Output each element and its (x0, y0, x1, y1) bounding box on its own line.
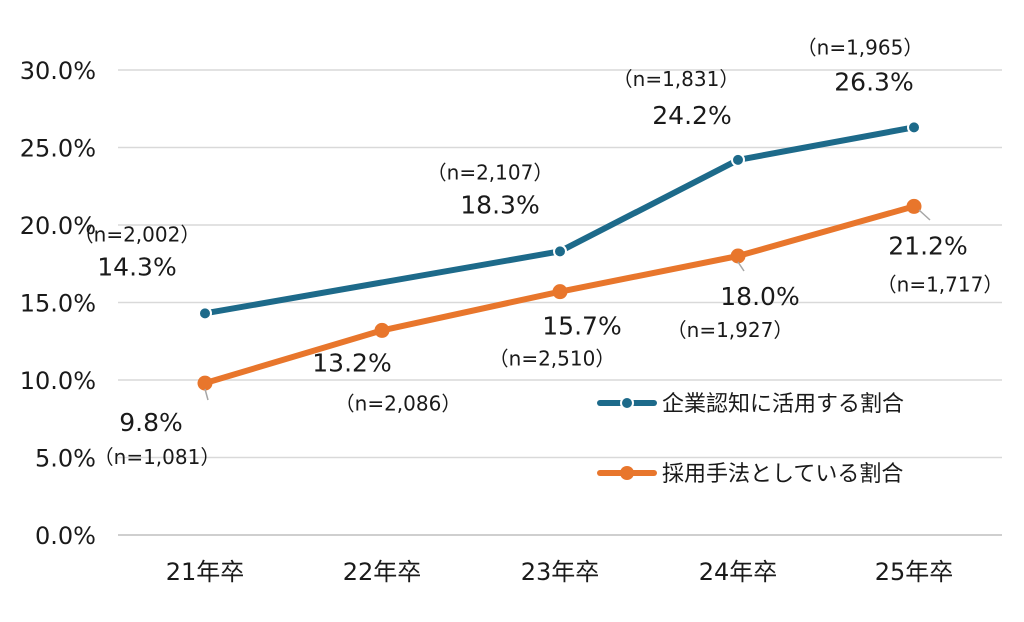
data-point (553, 244, 567, 259)
sample-size-label: （n=1,927） (667, 318, 794, 342)
sample-size-label: （n=2,086） (335, 391, 462, 415)
legend-label-awareness: 企業認知に活用する割合 (662, 392, 904, 417)
legend-swatch-awareness-marker (620, 396, 634, 410)
value-label: 18.0% (720, 282, 799, 311)
sample-size-label: （n=1,717） (877, 272, 1004, 296)
sample-size-label: （n=2,107） (427, 160, 554, 184)
sample-size-label: （n=1,965） (797, 35, 924, 59)
value-label: 14.3% (97, 252, 176, 281)
value-label: 21.2% (888, 231, 967, 260)
label-leader-line (204, 388, 209, 401)
legend-label-recruiting: 採用手法としている割合 (662, 462, 903, 487)
data-point (198, 306, 212, 321)
x-tick-label: 23年卒 (521, 558, 600, 586)
value-label: 9.8% (119, 408, 183, 437)
sample-size-label: （n=1,081） (94, 445, 221, 469)
value-label: 15.7% (542, 312, 621, 341)
y-tick-label: 10.0% (20, 367, 96, 395)
y-tick-label: 0.0% (35, 522, 96, 550)
label-leader-line (918, 209, 931, 221)
legend-item-recruiting: 採用手法としている割合 (597, 462, 903, 487)
x-tick-label: 25年卒 (875, 558, 954, 586)
value-label: 26.3% (834, 67, 913, 96)
data-labels: 14.3% （n=2,002） 18.3% （n=2,107） 24.2% （n=1,83… (74, 35, 1004, 469)
legend: 企業認知に活用する割合 採用手法としている割合 (597, 392, 904, 487)
y-tick-label: 5.0% (35, 445, 96, 473)
sample-size-label: （n=2,002） (74, 222, 201, 246)
x-tick-label: 22年卒 (343, 558, 422, 586)
data-point (374, 322, 390, 338)
series-line-0 (202, 124, 917, 317)
value-label: 24.2% (652, 101, 731, 130)
value-label: 13.2% (312, 348, 391, 377)
legend-item-awareness: 企業認知に活用する割合 (597, 392, 904, 417)
sample-size-label: （n=2,510） (489, 347, 616, 371)
series-lines (197, 120, 922, 391)
data-point (906, 198, 922, 214)
x-tick-label: 21年卒 (166, 558, 245, 586)
value-label: 18.3% (460, 190, 539, 219)
data-point (730, 248, 746, 264)
data-point (197, 375, 213, 391)
y-tick-label: 20.0% (20, 212, 96, 240)
y-tick-label: 30.0% (20, 57, 96, 85)
data-point (552, 284, 568, 300)
sample-size-label: （n=1,831） (613, 67, 740, 91)
legend-swatch-recruiting-marker (620, 466, 634, 480)
label-leader-line (737, 261, 745, 272)
data-point (731, 152, 745, 167)
data-point (907, 120, 921, 135)
y-axis-ticks: 0.0% 5.0% 10.0% 15.0% 20.0% 25.0% 30.0% (20, 57, 96, 550)
y-tick-label: 15.0% (20, 290, 96, 318)
x-tick-label: 24年卒 (699, 558, 778, 586)
y-tick-label: 25.0% (20, 135, 96, 163)
x-axis-ticks: 21年卒 22年卒 23年卒 24年卒 25年卒 (166, 558, 954, 586)
